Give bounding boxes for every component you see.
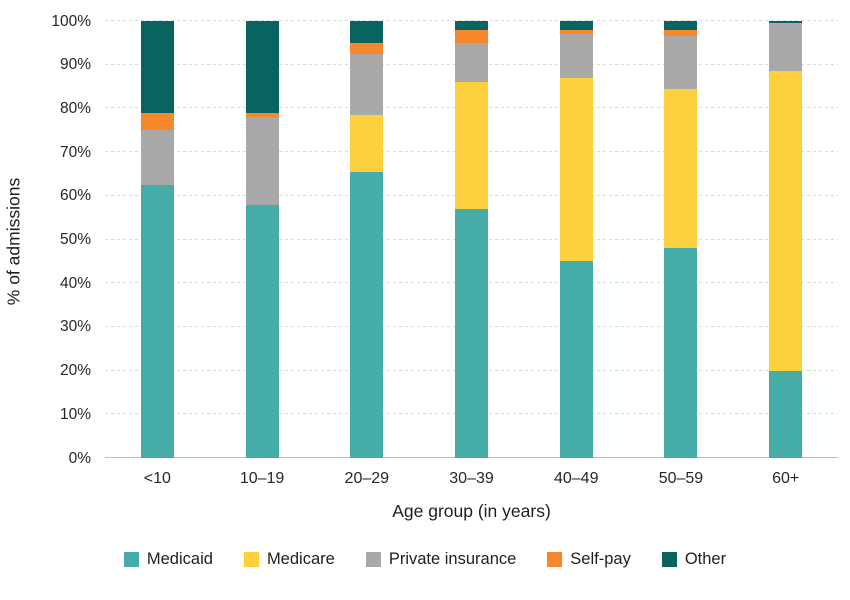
bar-segment [350, 171, 384, 458]
y-tick-label: 0% [68, 449, 91, 467]
bar-segment [245, 21, 279, 113]
x-tick-label: 30–39 [449, 470, 494, 487]
y-tick-label: 30% [59, 318, 91, 336]
legend-item: Private insurance [365, 550, 517, 569]
bar-segment [769, 370, 803, 458]
stacked-bar [350, 21, 384, 458]
legend-item: Medicare [243, 550, 335, 569]
y-tick-label: 80% [59, 99, 91, 117]
x-tick-label: <10 [143, 470, 171, 487]
stacked-bar [245, 21, 279, 458]
x-tick-label: 20–29 [344, 470, 390, 487]
legend-item: Medicaid [123, 550, 213, 569]
y-tick-label: 60% [59, 187, 91, 205]
bar-segment [664, 21, 698, 30]
bar-segment [350, 42, 384, 54]
bar-slot [419, 21, 524, 458]
bar-segment [140, 21, 174, 113]
bar-segment [769, 71, 803, 371]
bar-segment [664, 36, 698, 89]
legend-swatch [243, 552, 259, 567]
stacked-bar [559, 21, 593, 458]
x-axis-tick-labels: <10 10–19 20–29 30–39 40–49 50–59 60+ [105, 470, 838, 488]
plot-area [105, 20, 838, 458]
y-tick-label: 10% [59, 405, 91, 423]
bar-segment [350, 53, 384, 115]
legend-swatch [123, 552, 139, 567]
bars-container [105, 21, 838, 458]
bar-slot [524, 21, 629, 458]
legend: Medicaid Medicare Private insurance Self-pa… [0, 550, 850, 569]
bar-segment [664, 88, 698, 249]
bar-segment [455, 208, 489, 458]
bar-segment [559, 261, 593, 458]
bar-segment [245, 112, 279, 118]
legend-item: Self-pay [547, 550, 631, 569]
x-axis-title: Age group (in years) [392, 501, 551, 521]
bar-segment [245, 117, 279, 205]
y-axis-tick-labels: 0% 10% 20% 30% 40% 50% 60% 70% 80% 90% 100% [0, 13, 98, 465]
y-tick-label: 70% [59, 143, 91, 161]
bar-segment [455, 82, 489, 209]
bar-slot [314, 21, 419, 458]
y-tick-label: 100% [51, 12, 91, 30]
y-tick-label: 40% [59, 274, 91, 292]
gridline [105, 20, 838, 21]
bar-segment [455, 42, 489, 83]
bar-segment [140, 112, 174, 131]
stacked-bar [769, 21, 803, 458]
bar-segment [559, 34, 593, 78]
bar-slot [105, 21, 210, 458]
bar-segment [455, 21, 489, 30]
legend-swatch [365, 552, 381, 567]
bar-segment [350, 21, 384, 43]
stacked-bar [664, 21, 698, 458]
legend-label: Self-pay [570, 550, 631, 568]
x-tick-label: 40–49 [553, 470, 599, 487]
bar-segment [559, 77, 593, 262]
legend-item: Other [661, 550, 727, 569]
bar-segment [245, 204, 279, 458]
legend-label: Medicaid [146, 550, 213, 568]
stacked-bar [140, 21, 174, 458]
legend-swatch [547, 552, 563, 567]
bar-segment [559, 21, 593, 30]
bar-slot [733, 21, 838, 458]
bar-segment [664, 248, 698, 458]
y-tick-label: 20% [59, 361, 91, 379]
legend-label: Other [684, 550, 727, 568]
bar-segment [350, 114, 384, 172]
bar-segment [769, 21, 803, 24]
legend-label: Medicare [266, 550, 335, 568]
bar-slot [210, 21, 315, 458]
stacked-bar [455, 21, 489, 458]
x-tick-label: 50–59 [658, 470, 704, 487]
bar-segment [140, 130, 174, 185]
legend-swatch [661, 552, 677, 567]
x-tick-label: 60+ [772, 470, 800, 487]
y-tick-label: 90% [59, 55, 91, 73]
bar-slot [629, 21, 734, 458]
x-tick-label: 10–19 [239, 470, 285, 487]
bar-segment [769, 23, 803, 72]
bar-segment [140, 184, 174, 458]
bar-segment [455, 29, 489, 43]
bar-segment [664, 29, 698, 37]
legend-label: Private insurance [388, 550, 517, 568]
bar-segment [559, 29, 593, 35]
y-tick-label: 50% [59, 230, 91, 248]
